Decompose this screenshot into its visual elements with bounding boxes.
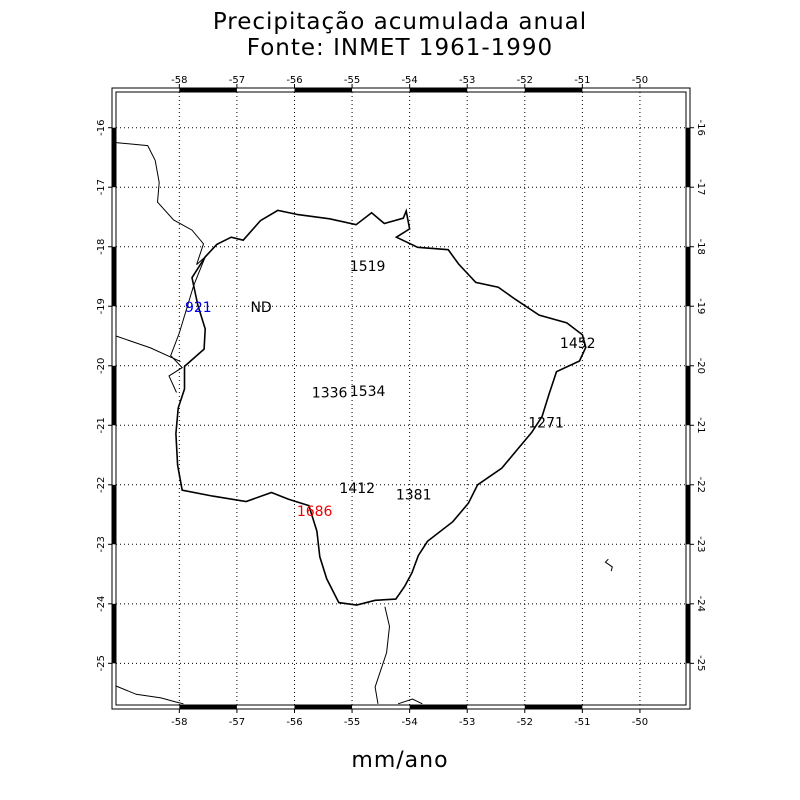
lat-tick-label-left: -24 bbox=[96, 596, 107, 612]
axis-ticks: -58 -58 -57 -57 -56 -56 -55 -55 -54 -54 -53 -53 -52 -… bbox=[96, 75, 706, 728]
lat-tick-label-right: -16 bbox=[695, 120, 706, 136]
lon-tick-label-bottom: -56 bbox=[286, 717, 302, 728]
station-value-label: 921 bbox=[185, 300, 212, 316]
station-value-label: 1271 bbox=[528, 415, 564, 431]
lat-tick-label-left: -21 bbox=[96, 417, 107, 433]
lon-tick-label-top: -53 bbox=[459, 75, 475, 86]
border-line bbox=[115, 685, 184, 705]
lat-tick-label-right: -21 bbox=[695, 417, 706, 433]
lon-tick-label-top: -50 bbox=[632, 75, 648, 86]
border-line bbox=[397, 698, 423, 705]
lat-tick-label-left: -25 bbox=[96, 655, 107, 671]
lon-tick-label-top: -56 bbox=[286, 75, 302, 86]
lat-tick-label-right: -18 bbox=[695, 239, 706, 255]
border-line bbox=[374, 606, 391, 704]
lon-tick-label-bottom: -57 bbox=[229, 717, 245, 728]
lat-tick-label-left: -22 bbox=[96, 477, 107, 493]
station-values: 1519 921 ND 1452 1336 1534 1271 1412 1381 1686 bbox=[185, 259, 596, 520]
lat-tick-label-right: -17 bbox=[695, 179, 706, 195]
lat-tick-label-left: -18 bbox=[96, 239, 107, 255]
lat-tick-label-right: -20 bbox=[695, 358, 706, 374]
lon-tick-label-bottom: -54 bbox=[401, 717, 417, 728]
border-line bbox=[115, 142, 205, 265]
border-line bbox=[115, 335, 181, 363]
lon-tick-label-top: -57 bbox=[229, 75, 245, 86]
lon-tick-label-top: -52 bbox=[517, 75, 533, 86]
lat-tick-label-left: -23 bbox=[96, 536, 107, 552]
lon-tick-label-bottom: -55 bbox=[344, 717, 360, 728]
lat-tick-label-right: -25 bbox=[695, 655, 706, 671]
station-value-label: ND bbox=[250, 300, 271, 316]
neighbor-borders bbox=[115, 142, 613, 705]
border-line bbox=[168, 256, 206, 393]
lat-tick-label-right: -24 bbox=[695, 596, 706, 612]
station-value-label: 1519 bbox=[350, 259, 386, 275]
lon-tick-label-bottom: -51 bbox=[574, 717, 590, 728]
lon-tick-label-top: -51 bbox=[574, 75, 590, 86]
state-outline bbox=[175, 208, 587, 606]
station-value-label: 1412 bbox=[339, 481, 375, 497]
map-title-line-2: Fonte: INMET 1961-1990 bbox=[246, 35, 554, 61]
lon-tick-label-top: -58 bbox=[171, 75, 187, 86]
lat-tick-label-left: -20 bbox=[96, 358, 107, 374]
station-value-label: 1381 bbox=[396, 487, 432, 503]
lat-tick-label-left: -16 bbox=[96, 120, 107, 136]
lon-tick-label-bottom: -50 bbox=[632, 717, 648, 728]
map-title-line-1: Precipitação acumulada anual bbox=[212, 9, 588, 35]
lon-tick-label-top: -54 bbox=[401, 75, 417, 86]
lat-tick-label-left: -19 bbox=[96, 298, 107, 314]
lon-tick-label-bottom: -53 bbox=[459, 717, 475, 728]
lon-tick-label-top: -55 bbox=[344, 75, 360, 86]
lon-tick-label-bottom: -52 bbox=[517, 717, 533, 728]
units-label: mm/ano bbox=[351, 748, 449, 773]
lat-tick-label-right: -19 bbox=[695, 298, 706, 314]
station-value-label: 1336 bbox=[312, 386, 348, 402]
station-value-label: 1686 bbox=[297, 504, 333, 520]
station-value-label: 1534 bbox=[350, 384, 386, 400]
station-value-label: 1452 bbox=[560, 336, 596, 352]
grid-lines bbox=[116, 92, 686, 705]
lon-tick-label-bottom: -58 bbox=[171, 717, 187, 728]
map-frame bbox=[111, 87, 691, 710]
lat-tick-label-right: -23 bbox=[695, 536, 706, 552]
lat-tick-label-right: -22 bbox=[695, 477, 706, 493]
lat-tick-label-left: -17 bbox=[96, 179, 107, 195]
border-line bbox=[604, 558, 613, 572]
